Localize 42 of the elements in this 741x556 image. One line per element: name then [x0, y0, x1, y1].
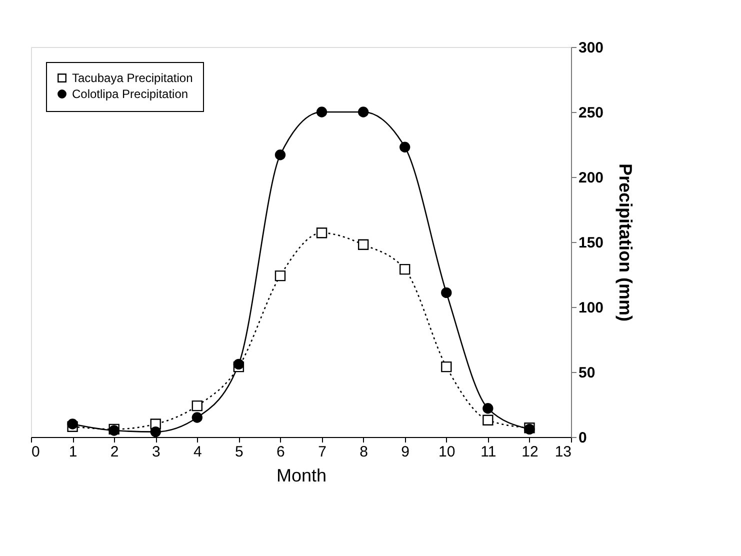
point [358, 239, 369, 250]
x-tick-label: 8 [360, 444, 368, 460]
x-tick-label: 7 [318, 444, 326, 460]
point [316, 228, 328, 238]
x-tick-label: 2 [110, 444, 119, 460]
point [67, 418, 78, 430]
x-tick-label: 11 [480, 444, 496, 460]
y-tick-label: 100 [578, 300, 604, 316]
point [400, 264, 410, 275]
x-tick-label: 0 [32, 444, 40, 460]
y-tick-label: 200 [578, 170, 604, 186]
x-tick-label: 3 [152, 444, 160, 460]
y-tick-label: 50 [578, 364, 596, 382]
point [441, 361, 452, 372]
legend-label: Tacubaya Precipitation [72, 71, 193, 85]
point [274, 270, 286, 282]
y-tick-label: 300 [578, 40, 604, 56]
x-tick-label: 5 [235, 444, 244, 460]
point [316, 106, 328, 118]
x-tick-label: 1 [68, 444, 78, 460]
x-tick-label: 13 [554, 444, 572, 460]
point [274, 150, 286, 160]
x-tick-label: 9 [401, 444, 410, 460]
x-tick-label: 12 [522, 444, 538, 460]
x-tick-label: 10 [438, 444, 456, 460]
point [192, 412, 202, 423]
y-axis-title: Precipitation (mm) [616, 163, 636, 322]
y-tick-label: 150 [578, 234, 604, 252]
x-tick-label: 6 [276, 444, 285, 460]
y-tick-label: 0 [578, 430, 587, 446]
point [400, 142, 410, 152]
x-tick-label: 4 [193, 444, 202, 460]
point [150, 426, 161, 438]
x-axis-title: Month [276, 466, 327, 486]
point [482, 403, 494, 414]
point [482, 414, 494, 426]
point [233, 358, 244, 370]
point [192, 400, 202, 412]
legend-label: Colotlipa Precipitation [72, 87, 188, 101]
y-tick-label: 250 [578, 104, 604, 122]
point [358, 106, 369, 118]
point [441, 287, 452, 298]
